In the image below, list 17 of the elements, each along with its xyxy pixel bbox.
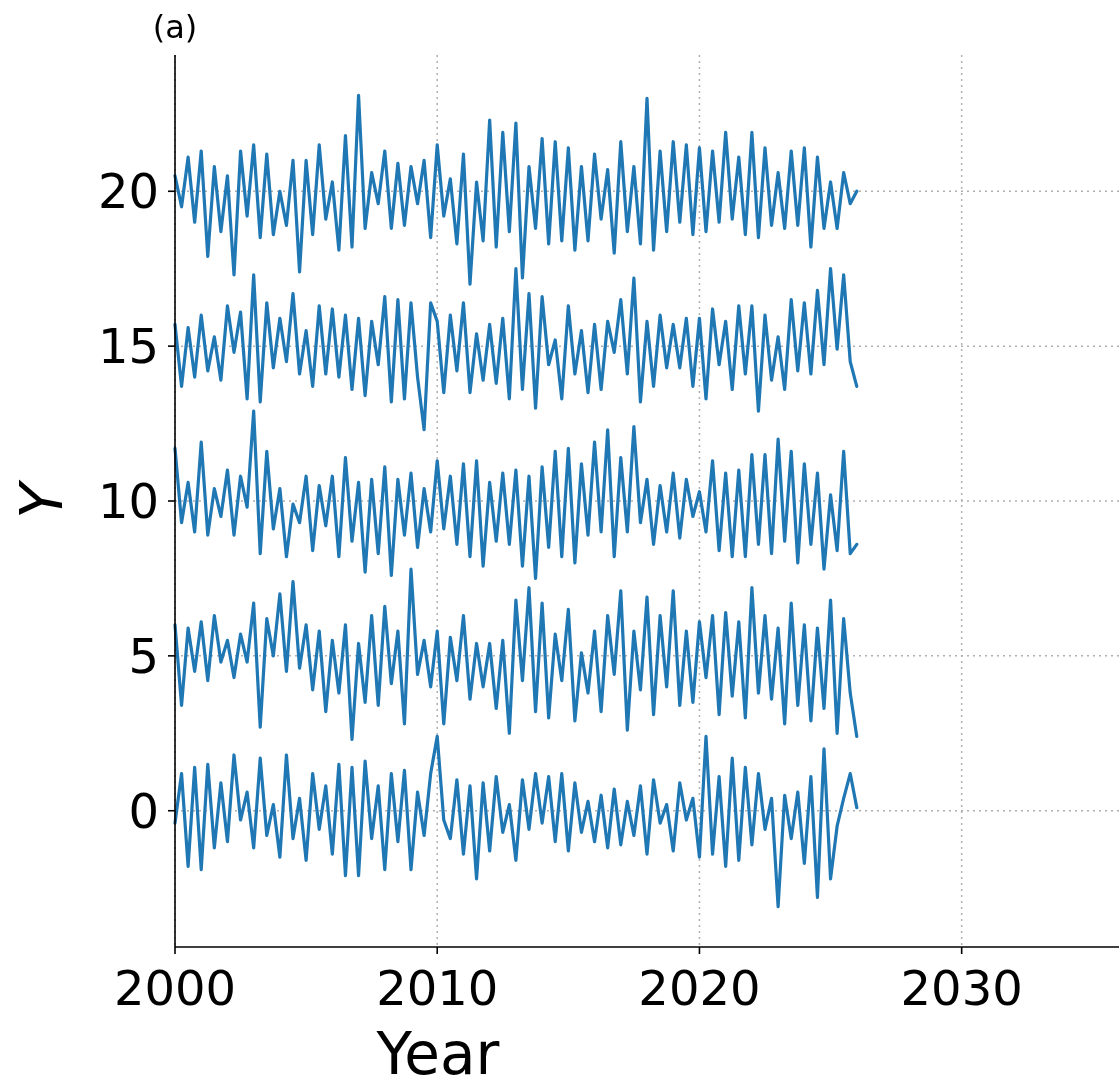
y-tick-label: 0 <box>128 782 159 839</box>
line-series <box>173 93 859 286</box>
y-tick-label: 15 <box>97 318 159 375</box>
line-series <box>173 567 859 742</box>
line-series <box>173 409 859 581</box>
line-series <box>173 267 859 432</box>
line-series <box>173 734 859 909</box>
x-tick-label: 2000 <box>113 960 237 1016</box>
x-tick-label: 2020 <box>638 960 761 1016</box>
y-tick-label: 20 <box>97 163 159 220</box>
x-tick-label: 2010 <box>376 960 499 1016</box>
y-axis-title: Y <box>8 478 76 519</box>
y-tick-label: 5 <box>128 627 159 684</box>
chart-title: (a) <box>152 8 198 46</box>
x-tick-label: 2030 <box>900 960 1023 1016</box>
y-tick-label: 10 <box>97 473 159 529</box>
x-axis-title: Year <box>375 1020 500 1084</box>
